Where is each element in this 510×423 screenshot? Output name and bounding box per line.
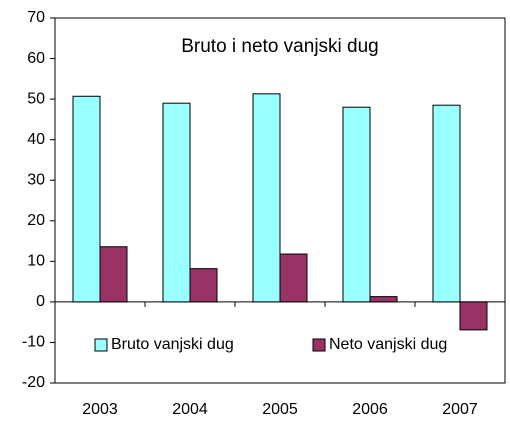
bar — [342, 106, 371, 303]
chart-title: Bruto i neto vanjski dug — [181, 36, 379, 57]
x-tick-label: 2006 — [352, 401, 388, 418]
legend-label: Neto vanjski dug — [329, 336, 447, 353]
y-tick-label: 30 — [27, 171, 45, 188]
bar — [72, 95, 101, 303]
bar — [189, 268, 218, 303]
bar — [432, 104, 461, 303]
y-tick-label: -20 — [22, 374, 45, 391]
bar — [162, 102, 191, 303]
y-tick-label: 0 — [36, 293, 45, 310]
bar — [279, 253, 308, 303]
legend-swatch — [94, 338, 108, 352]
bar — [459, 301, 488, 331]
y-tick-label: 20 — [27, 212, 45, 229]
bar — [99, 246, 128, 303]
y-tick-label: 70 — [27, 9, 45, 26]
bar — [369, 296, 398, 303]
plot-frame — [54, 17, 506, 384]
bar — [252, 93, 281, 303]
y-tick-label: 10 — [27, 253, 45, 270]
x-tick-label: 2005 — [262, 401, 298, 418]
y-tick-label: -10 — [22, 334, 45, 351]
y-tick-label: 50 — [27, 90, 45, 107]
y-tick-label: 60 — [27, 50, 45, 67]
x-tick-label: 2003 — [82, 401, 118, 418]
legend-label: Bruto vanjski dug — [111, 336, 234, 353]
legend-swatch — [312, 338, 326, 352]
x-tick-label: 2007 — [442, 401, 478, 418]
y-tick-label: 40 — [27, 131, 45, 148]
x-tick-label: 2004 — [172, 401, 208, 418]
